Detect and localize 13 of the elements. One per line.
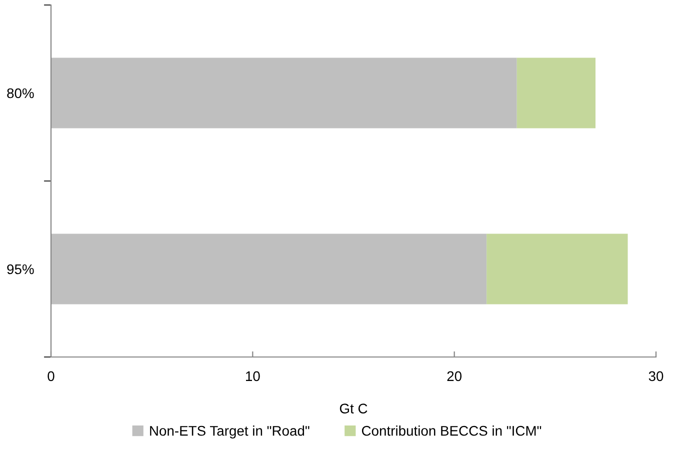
- bar: [51, 234, 487, 304]
- legend-label: Non-ETS Target in "Road": [150, 426, 310, 438]
- y-tick-label: 95%: [7, 264, 34, 274]
- y-tick-label: 80%: [7, 88, 34, 98]
- bar: [516, 58, 596, 128]
- x-tick-label: 20: [447, 371, 462, 382]
- bar: [486, 234, 628, 304]
- x-axis-title: Gt C: [340, 404, 368, 414]
- legend-label: Contribution BECCS in "ICM": [362, 426, 542, 436]
- x-tick-label: 0: [48, 371, 54, 382]
- x-tick-label: 10: [246, 371, 260, 382]
- bar: [51, 58, 517, 128]
- x-tick-label: 30: [648, 371, 664, 382]
